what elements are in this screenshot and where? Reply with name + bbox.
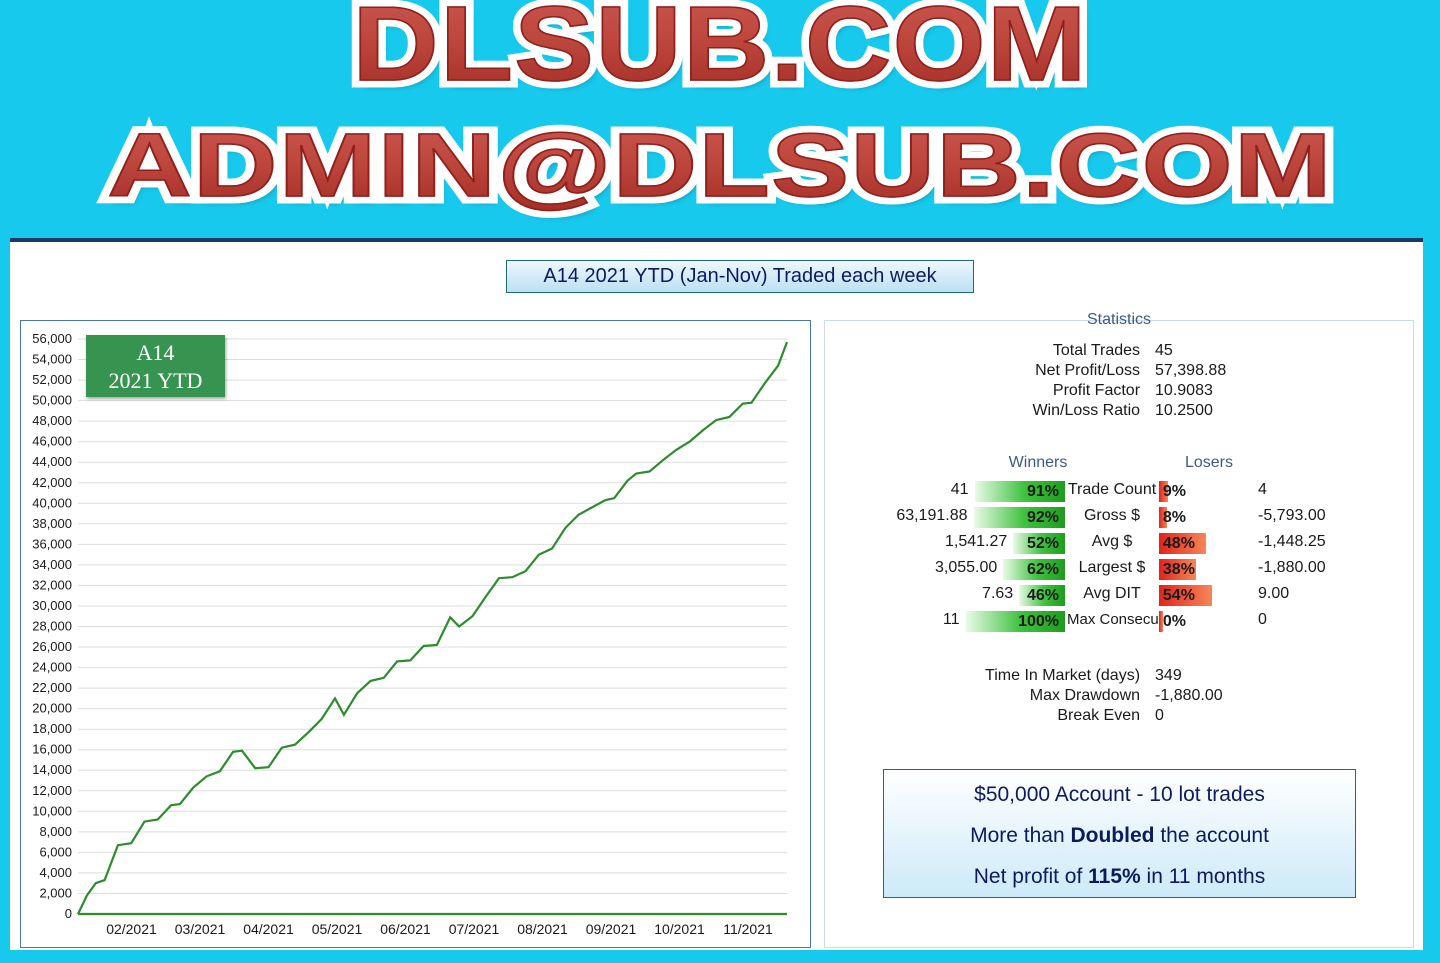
svg-text:2,000: 2,000: [39, 886, 72, 901]
svg-text:6,000: 6,000: [39, 844, 72, 859]
svg-text:44,000: 44,000: [32, 454, 72, 469]
svg-text:46,000: 46,000: [32, 434, 72, 449]
svg-text:03/2021: 03/2021: [175, 921, 226, 937]
svg-text:09/2021: 09/2021: [586, 921, 637, 937]
svg-text:50,000: 50,000: [32, 393, 72, 408]
svg-text:52,000: 52,000: [32, 372, 72, 387]
svg-text:8,000: 8,000: [39, 824, 72, 839]
svg-text:20,000: 20,000: [32, 701, 72, 716]
svg-text:10,000: 10,000: [32, 803, 72, 818]
svg-text:08/2021: 08/2021: [517, 921, 568, 937]
svg-text:22,000: 22,000: [32, 680, 72, 695]
svg-text:0: 0: [65, 906, 72, 921]
svg-text:38,000: 38,000: [32, 516, 72, 531]
svg-text:04/2021: 04/2021: [243, 921, 294, 937]
svg-text:34,000: 34,000: [32, 557, 72, 572]
svg-text:32,000: 32,000: [32, 577, 72, 592]
svg-text:16,000: 16,000: [32, 742, 72, 757]
svg-text:4,000: 4,000: [39, 865, 72, 880]
svg-text:56,000: 56,000: [32, 331, 72, 346]
svg-text:30,000: 30,000: [32, 598, 72, 613]
svg-text:48,000: 48,000: [32, 413, 72, 428]
svg-text:12,000: 12,000: [32, 783, 72, 798]
svg-text:07/2021: 07/2021: [449, 921, 500, 937]
svg-text:54,000: 54,000: [32, 352, 72, 367]
svg-text:40,000: 40,000: [32, 495, 72, 510]
svg-text:24,000: 24,000: [32, 660, 72, 675]
svg-text:02/2021: 02/2021: [106, 921, 157, 937]
svg-text:10/2021: 10/2021: [654, 921, 705, 937]
svg-text:36,000: 36,000: [32, 536, 72, 551]
svg-text:05/2021: 05/2021: [312, 921, 363, 937]
svg-text:28,000: 28,000: [32, 619, 72, 634]
svg-text:26,000: 26,000: [32, 639, 72, 654]
svg-text:14,000: 14,000: [32, 762, 72, 777]
svg-text:06/2021: 06/2021: [380, 921, 431, 937]
svg-text:11/2021: 11/2021: [723, 921, 773, 937]
svg-text:18,000: 18,000: [32, 721, 72, 736]
svg-text:42,000: 42,000: [32, 475, 72, 490]
